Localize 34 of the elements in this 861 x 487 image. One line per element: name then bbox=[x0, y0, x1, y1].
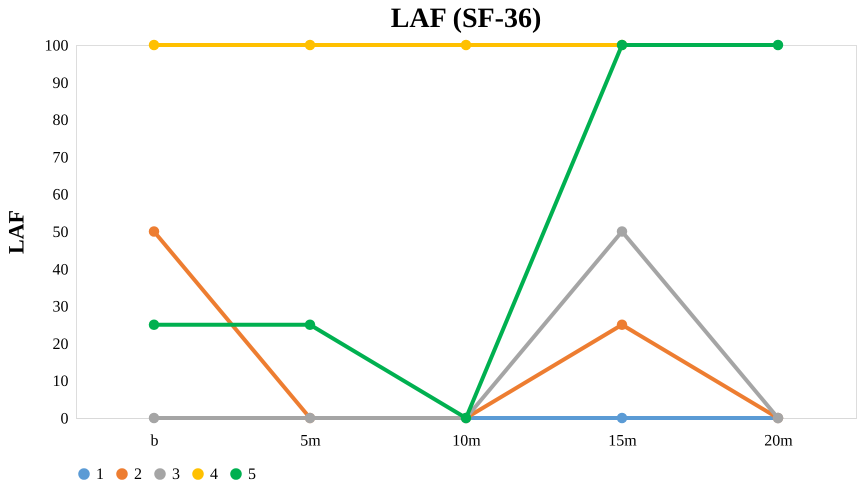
x-tick-label: 15m bbox=[608, 432, 638, 450]
legend-label: 3 bbox=[172, 466, 180, 483]
point bbox=[616, 320, 628, 330]
x-tick-label: 20m bbox=[764, 432, 794, 450]
x-tick-label: 5m bbox=[300, 432, 322, 450]
point bbox=[616, 412, 628, 424]
x-tick-label: 10m bbox=[452, 432, 482, 450]
y-tick-label: 20 bbox=[52, 336, 68, 353]
point bbox=[772, 40, 784, 50]
y-tick-label: 70 bbox=[52, 149, 68, 166]
y-tick-label: 10 bbox=[52, 373, 68, 390]
y-tick-label: 0 bbox=[60, 410, 68, 428]
y-tick-label: 100 bbox=[44, 38, 68, 54]
point bbox=[148, 320, 160, 330]
y-tick-label: 30 bbox=[52, 298, 68, 316]
point bbox=[148, 412, 160, 424]
y-tick-label: 90 bbox=[52, 74, 68, 92]
y-tick-label: 40 bbox=[52, 261, 68, 278]
point bbox=[460, 40, 472, 50]
legend-label: 5 bbox=[248, 466, 256, 483]
y-tick-label: 50 bbox=[52, 224, 68, 241]
y-axis-title: LAF bbox=[4, 210, 28, 254]
chart-title: LAF (SF-36) bbox=[390, 3, 542, 34]
point bbox=[148, 40, 160, 50]
point bbox=[616, 226, 628, 237]
point bbox=[148, 226, 160, 237]
y-tick-label: 80 bbox=[52, 112, 68, 130]
x-tick-label: b bbox=[150, 432, 158, 450]
point bbox=[304, 40, 316, 50]
legend-label: 4 bbox=[210, 466, 218, 483]
y-tick-label: 60 bbox=[52, 186, 68, 204]
point bbox=[304, 320, 316, 330]
legend-label: 2 bbox=[134, 466, 142, 483]
legend-label: 1 bbox=[96, 466, 104, 483]
